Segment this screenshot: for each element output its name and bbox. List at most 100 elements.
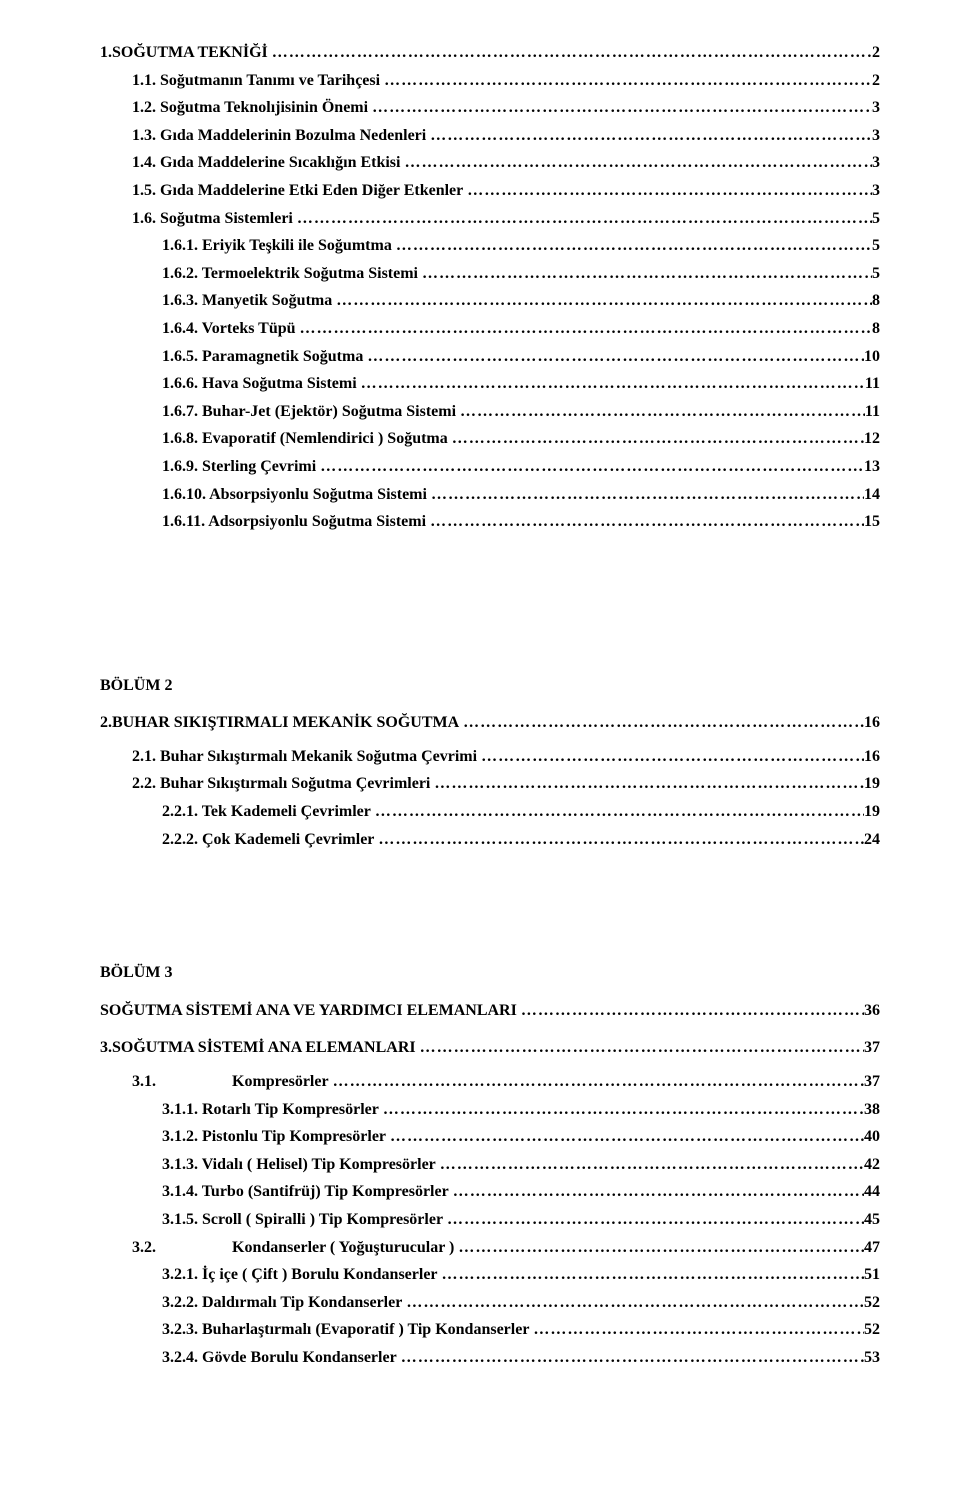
dots: …………………………………………………………………………………………………………… <box>449 1179 864 1205</box>
toc-entry: 3.2.3. Buharlaştırmalı (Evaporatif ) Tip… <box>100 1317 880 1343</box>
toc-label: 3.1.4. Turbo (Santifrüj) Tip Kompresörle… <box>162 1179 449 1205</box>
dots: …………………………………………………………………………………………………………… <box>529 1317 864 1343</box>
toc-label: Kondanserler ( Yoğuşturucular ) <box>232 1235 454 1261</box>
toc-label: 2.2. Buhar Sıkıştırmalı Soğutma Çevrimle… <box>132 771 430 797</box>
toc-entry: 3.2.1. İç içe ( Çift ) Borulu Kondanserl… <box>100 1262 880 1288</box>
toc-label: 1.6.2. Termoelektrik Soğutma Sistemi <box>162 261 418 287</box>
dots: …………………………………………………………………………………………………………… <box>443 1207 864 1233</box>
dots: …………………………………………………………………………………………………………… <box>371 799 864 825</box>
dots: …………………………………………………………………………………………………………… <box>368 95 872 121</box>
dots: …………………………………………………………………………………………………………… <box>392 233 872 259</box>
toc-entry: 3.2.Kondanserler ( Yoğuşturucular )……………… <box>100 1235 880 1261</box>
toc-label: 1.6.11. Adsorpsiyonlu Soğutma Sistemi <box>162 509 426 535</box>
toc-page: 2 <box>872 68 880 94</box>
toc-page: 13 <box>864 454 880 480</box>
dots: …………………………………………………………………………………………………………… <box>426 123 872 149</box>
toc-entry: 3.1.5. Scroll ( Spiralli ) Tip Kompresör… <box>100 1207 880 1233</box>
toc-label: 1.6.9. Sterling Çevrimi <box>162 454 316 480</box>
toc-label: 1.6.7. Buhar-Jet (Ejektör) Soğutma Siste… <box>162 399 456 425</box>
toc-page: 2 <box>872 40 880 66</box>
toc-entry: 1.1. Soğutmanın Tanımı ve Tarihçesi……………… <box>100 68 880 94</box>
toc-entry: 1.5. Gıda Maddelerine Etki Eden Diğer Et… <box>100 178 880 204</box>
toc-label: 1.6.4. Vorteks Tüpü <box>162 316 296 342</box>
toc-label: 3.1.5. Scroll ( Spiralli ) Tip Kompresör… <box>162 1207 443 1233</box>
toc-page: 38 <box>864 1097 880 1123</box>
toc-page: 16 <box>864 744 880 770</box>
toc-section-3: 3.1.Kompresörler………………………………………………………………… <box>100 1069 880 1371</box>
toc-page: 3 <box>872 178 880 204</box>
bolum3-heading2: 3.SOĞUTMA SİSTEMİ ANA ELEMANLARI …………………… <box>100 1035 880 1061</box>
toc-page: 5 <box>872 206 880 232</box>
toc-label: 1.3. Gıda Maddelerinin Bozulma Nedenleri <box>132 123 426 149</box>
dots: …………………………………………………………………………………………………………… <box>438 1262 864 1288</box>
dots: …………………………………………………………………………………………………………… <box>268 40 872 66</box>
toc-label: 3.2.4. Gövde Borulu Kondanserler <box>162 1345 397 1371</box>
toc-entry: 3.1.1. Rotarlı Tip Kompresörler………………………… <box>100 1097 880 1123</box>
toc-entry: 3.1.3. Vidalı ( Helisel) Tip Kompresörle… <box>100 1152 880 1178</box>
bolum2-heading: 2.BUHAR SIKIŞTIRMALI MEKANİK SOĞUTMA ………… <box>100 710 880 736</box>
toc-page: 12 <box>864 426 880 452</box>
toc-label: 2.1. Buhar Sıkıştırmalı Mekanik Soğutma … <box>132 744 477 770</box>
toc-page: 5 <box>872 233 880 259</box>
toc-page: 3 <box>872 123 880 149</box>
toc-number: 3.1. <box>132 1069 232 1095</box>
toc-entry: 1.3. Gıda Maddelerinin Bozulma Nedenleri… <box>100 123 880 149</box>
heading-page: 37 <box>864 1035 880 1061</box>
toc-entry: 3.2.2. Daldırmalı Tip Kondanserler………………… <box>100 1290 880 1316</box>
toc-page: 42 <box>864 1152 880 1178</box>
toc-label: 1.6.5. Paramagnetik Soğutma <box>162 344 363 370</box>
toc-entry: 1.4. Gıda Maddelerine Sıcaklığın Etkisi…… <box>100 150 880 176</box>
dots: …………………………………………………………………………………………………………… <box>416 1035 864 1061</box>
toc-entry: 1.6. Soğutma Sistemleri……………………………………………… <box>100 206 880 232</box>
toc-entry: 1.6.3. Manyetik Soğutma……………………………………………… <box>100 288 880 314</box>
toc-entry: 3.1.2. Pistonlu Tip Kompresörler……………………… <box>100 1124 880 1150</box>
toc-entry: 1.6.10. Absorpsiyonlu Soğutma Sistemi………… <box>100 482 880 508</box>
toc-entry: 2.1. Buhar Sıkıştırmalı Mekanik Soğutma … <box>100 744 880 770</box>
heading-page: 16 <box>864 710 880 736</box>
dots: …………………………………………………………………………………………………………… <box>463 178 872 204</box>
dots: …………………………………………………………………………………………………………… <box>427 482 864 508</box>
bolum3-title: BÖLÜM 3 <box>100 960 880 986</box>
bolum3-heading1: SOĞUTMA SİSTEMİ ANA VE YARDIMCI ELEMANLA… <box>100 998 880 1024</box>
toc-page: 11 <box>865 399 880 425</box>
toc-entry: 1.6.8. Evaporatif (Nemlendirici ) Soğutm… <box>100 426 880 452</box>
dots: …………………………………………………………………………………………………………… <box>426 509 864 535</box>
toc-label: 1.4. Gıda Maddelerine Sıcaklığın Etkisi <box>132 150 400 176</box>
toc-entry: 3.2.4. Gövde Borulu Kondanserler……………………… <box>100 1345 880 1371</box>
toc-label: 2.2.2. Çok Kademeli Çevrimler <box>162 827 374 853</box>
toc-label: 1.6.1. Eriyik Teşkili ile Soğumtma <box>162 233 392 259</box>
dots: …………………………………………………………………………………………………………… <box>448 426 864 452</box>
toc-page: 24 <box>864 827 880 853</box>
toc-entry: 1.6.2. Termoelektrik Soğutma Sistemi…………… <box>100 261 880 287</box>
toc-label: 1.SOĞUTMA TEKNİĞİ <box>100 40 268 66</box>
dots: …………………………………………………………………………………………………………… <box>459 710 864 736</box>
dots: …………………………………………………………………………………………………………… <box>430 771 864 797</box>
toc-entry: 2.2. Buhar Sıkıştırmalı Soğutma Çevrimle… <box>100 771 880 797</box>
heading-label: 3.SOĞUTMA SİSTEMİ ANA ELEMANLARI <box>100 1035 416 1061</box>
toc-page: 11 <box>865 371 880 397</box>
toc-label: 1.2. Soğutma Teknolıjisinin Önemi <box>132 95 368 121</box>
toc-page: 44 <box>864 1179 880 1205</box>
toc-entry: 3.1.4. Turbo (Santifrüj) Tip Kompresörle… <box>100 1179 880 1205</box>
dots: …………………………………………………………………………………………………………… <box>357 371 865 397</box>
toc-page: 3 <box>872 95 880 121</box>
toc-page: 5 <box>872 261 880 287</box>
toc-entry: 1.6.11. Adsorpsiyonlu Soğutma Sistemi………… <box>100 509 880 535</box>
toc-entry: 2.2.1. Tek Kademeli Çevrimler……………………………… <box>100 799 880 825</box>
dots: …………………………………………………………………………………………………………… <box>380 68 872 94</box>
heading-page: 36 <box>864 998 880 1024</box>
toc-label: 1.6.6. Hava Soğutma Sistemi <box>162 371 357 397</box>
dots: …………………………………………………………………………………………………………… <box>293 206 872 232</box>
dots: …………………………………………………………………………………………………………… <box>456 399 865 425</box>
toc-entry: 1.2. Soğutma Teknolıjisinin Önemi…………………… <box>100 95 880 121</box>
toc-entry: 1.6.4. Vorteks Tüpü………………………………………………………… <box>100 316 880 342</box>
dots: …………………………………………………………………………………………………………… <box>402 1290 864 1316</box>
toc-page: 53 <box>864 1345 880 1371</box>
toc-page: 47 <box>864 1235 880 1261</box>
toc-page: 40 <box>864 1124 880 1150</box>
toc-entry: 3.1.Kompresörler………………………………………………………………… <box>100 1069 880 1095</box>
toc-entry: 2.2.2. Çok Kademeli Çevrimler……………………………… <box>100 827 880 853</box>
toc-page: 37 <box>864 1069 880 1095</box>
spacer <box>100 537 880 657</box>
dots: …………………………………………………………………………………………………………… <box>454 1235 864 1261</box>
